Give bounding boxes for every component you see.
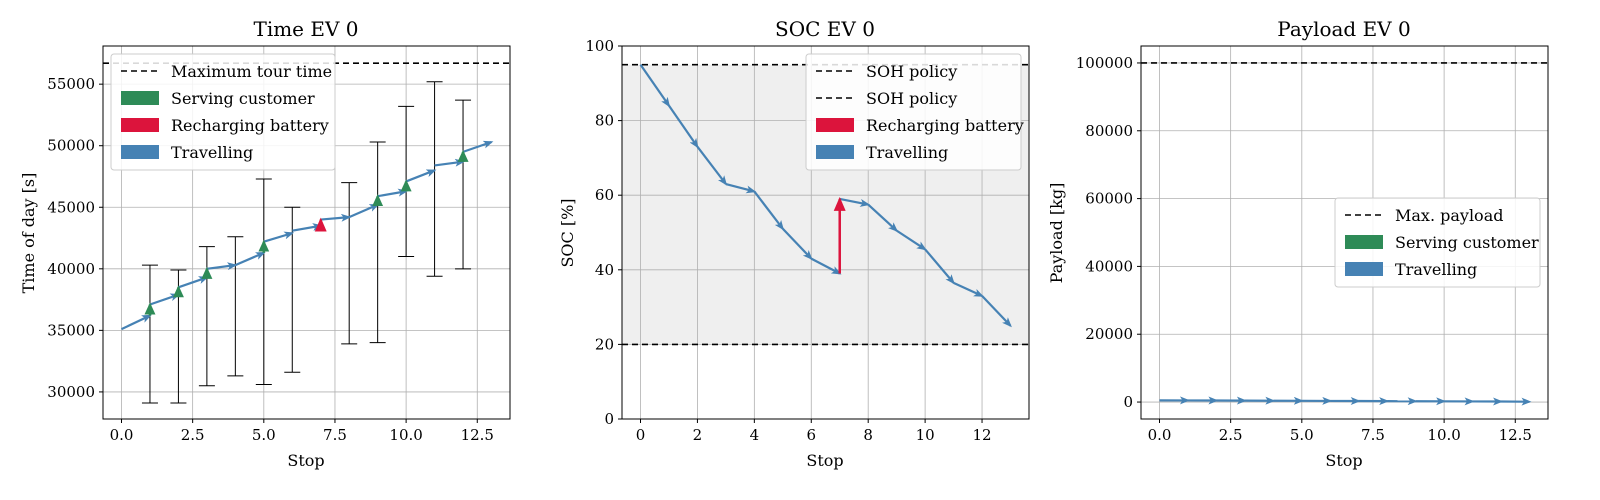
- y-tick-label: 40000: [1085, 257, 1133, 275]
- legend-swatch-recharging: [121, 118, 159, 132]
- travel-segment: [810, 257, 842, 275]
- legend-swatch-serving: [1345, 235, 1383, 249]
- legend-label: SOH policy: [866, 62, 957, 81]
- x-tick-label: 0.0: [1148, 426, 1172, 444]
- legend-label: Serving customer: [1395, 233, 1539, 252]
- x-tick-label: 10.0: [389, 426, 422, 444]
- legend-label: Travelling: [171, 143, 253, 162]
- time-chart-panel: Time EV 0 Stop Time of day [s] 0.0 2.5 5.0…: [19, 17, 511, 470]
- x-tick-label: 12: [972, 426, 991, 444]
- y-tick-label: 40: [595, 261, 614, 279]
- travel-segment: [234, 251, 266, 267]
- legend-label: SOH policy: [866, 89, 957, 108]
- y-tick-label: 100000: [1076, 54, 1133, 72]
- y-tick-label: 55000: [47, 75, 95, 93]
- travel-segment: [896, 229, 927, 251]
- legend-swatch-serving: [121, 91, 159, 105]
- x-tick-label: 8: [863, 426, 873, 444]
- soc-chart-panel: SOC EV 0 Stop SOC [%] 0 2 4 6 8 10 12 0 20 40 60 80…: [558, 17, 1030, 470]
- y-tick-label: 60000: [1085, 190, 1133, 208]
- x-tick-label: 4: [750, 426, 760, 444]
- travel-segment: [696, 146, 728, 186]
- plot-frame: [102, 45, 511, 420]
- y-axis-label: Time of day [s]: [19, 173, 38, 294]
- y-tick-label: 40000: [47, 260, 95, 278]
- payload-chart-panel: Payload EV 0 Stop Payload [kg] 0.0 2.5 5.0…: [1047, 17, 1549, 470]
- legend-label: Recharging battery: [866, 116, 1024, 135]
- legend-swatch-travelling: [121, 145, 159, 159]
- legend-label: Serving customer: [171, 89, 315, 108]
- legend-box: [805, 53, 1022, 171]
- plot-frame: [621, 45, 1030, 420]
- x-axis-label: Stop: [1325, 451, 1362, 470]
- x-tick-label: 5.0: [252, 426, 276, 444]
- x-tick-label: 0: [636, 426, 646, 444]
- y-tick-label: 45000: [47, 198, 95, 216]
- travel-segment: [924, 248, 955, 285]
- legend-swatch-recharging: [816, 118, 854, 132]
- legend: SOH policy SOH policy Recharging battery Tr…: [805, 53, 1024, 171]
- travel-segment: [348, 203, 380, 219]
- travel-segment: [981, 295, 1012, 328]
- x-tick-label: 10: [916, 426, 935, 444]
- x-tick-label: 10.0: [1427, 426, 1460, 444]
- x-tick-label: 0.0: [110, 426, 134, 444]
- legend-label: Recharging battery: [171, 116, 329, 135]
- y-tick-label: 0: [1123, 393, 1133, 411]
- x-tick-label: 12.5: [461, 426, 494, 444]
- travel-segment: [782, 228, 813, 261]
- legend: Maximum tour time Serving customer Recharg…: [110, 53, 336, 171]
- y-tick-label: 35000: [47, 321, 95, 339]
- x-axis-label: Stop: [287, 451, 324, 470]
- x-tick-label: 7.5: [323, 426, 347, 444]
- travel-segment: [121, 314, 152, 331]
- y-tick-label: 50000: [47, 137, 95, 155]
- y-tick-label: 30000: [47, 383, 95, 401]
- y-tick-label: 80: [595, 112, 614, 130]
- legend-swatch-travelling: [816, 145, 854, 159]
- x-tick-label: 2.5: [181, 426, 205, 444]
- chart-title: SOC EV 0: [775, 17, 875, 41]
- travel-segment: [753, 190, 785, 231]
- x-tick-label: 6: [806, 426, 816, 444]
- legend-swatch-travelling: [1345, 262, 1383, 276]
- legend-box: [110, 53, 336, 171]
- chart-title: Time EV 0: [253, 17, 358, 41]
- legend-label: Maximum tour time: [171, 62, 332, 81]
- y-tick-label: 20: [595, 335, 614, 353]
- x-tick-label: 5.0: [1290, 426, 1314, 444]
- y-tick-label: 80000: [1085, 122, 1133, 140]
- plot-frame: [1140, 45, 1549, 420]
- x-tick-label: 12.5: [1499, 426, 1532, 444]
- legend-label: Travelling: [1395, 260, 1477, 279]
- travel-segment: [725, 182, 757, 194]
- legend-label: Travelling: [866, 143, 948, 162]
- chart-title: Payload EV 0: [1277, 17, 1410, 41]
- travel-segment: [434, 158, 466, 167]
- legend-label: Max. payload: [1395, 206, 1503, 225]
- y-tick-label: 100: [585, 37, 614, 55]
- legend-box: [1334, 197, 1541, 288]
- travel-segment: [953, 281, 984, 297]
- y-tick-label: 0: [604, 410, 614, 428]
- y-tick-label: 60: [595, 186, 614, 204]
- travel-segment: [668, 105, 699, 149]
- x-tick-label: 7.5: [1361, 426, 1385, 444]
- legend: Max. payload Serving customer Travelling: [1334, 197, 1541, 288]
- x-tick-label: 2: [693, 426, 703, 444]
- travel-segment: [639, 64, 671, 108]
- y-axis-label: Payload [kg]: [1047, 183, 1066, 284]
- travel-segment: [867, 203, 899, 232]
- x-tick-label: 2.5: [1219, 426, 1243, 444]
- y-axis-label: SOC [%]: [558, 198, 577, 267]
- y-tick-label: 20000: [1085, 325, 1133, 343]
- x-axis-label: Stop: [806, 451, 843, 470]
